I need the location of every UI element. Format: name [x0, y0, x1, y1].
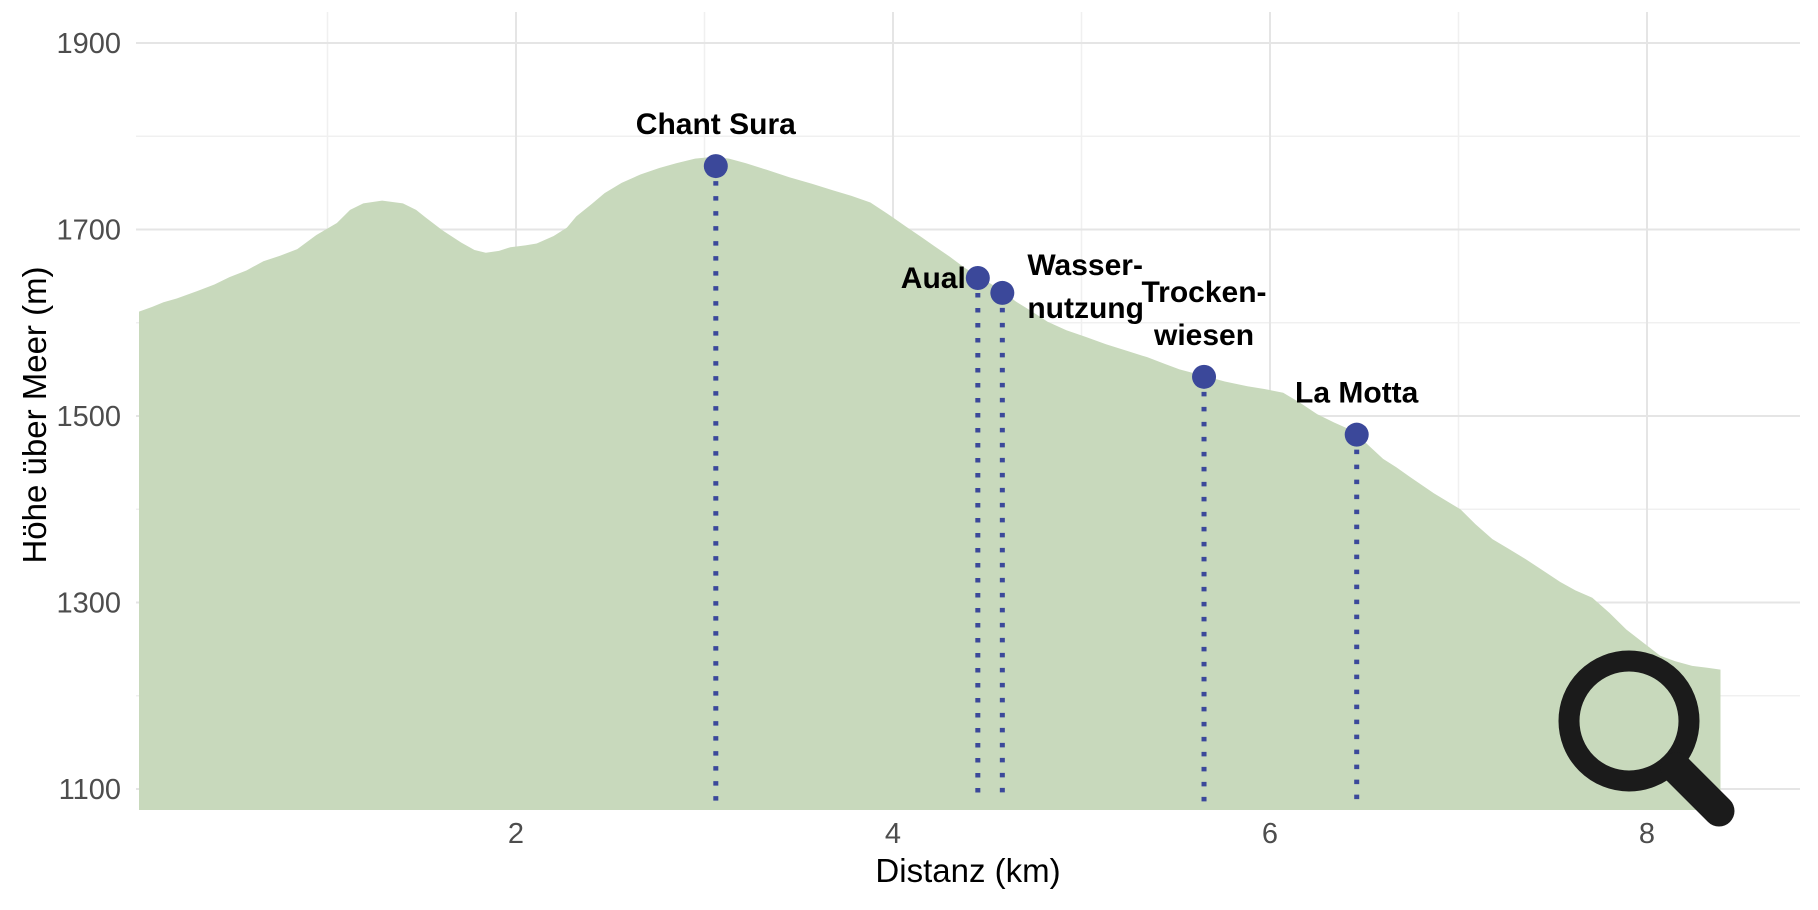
- waypoint-trockenwiesen: Trocken-wiesen: [1142, 276, 1267, 802]
- elevation-area: [139, 156, 1721, 811]
- x-tick-label: 8: [1639, 818, 1655, 850]
- waypoint-label: Trocken-: [1142, 276, 1267, 309]
- x-tick-label: 6: [1262, 818, 1278, 850]
- y-tick-label: 1300: [56, 588, 121, 620]
- y-tick-label: 1500: [56, 401, 121, 433]
- waypoint-aual: Aual: [901, 262, 990, 802]
- waypoint-point: [1192, 364, 1217, 389]
- y-axis-title: Höhe über Meer (m): [16, 266, 53, 563]
- waypoint-label: Aual: [901, 262, 966, 295]
- axis-tick-labels: 1100 1300 1500 1700 1900 2 4 6 8: [56, 28, 1655, 850]
- magnifier-handle: [1660, 752, 1735, 827]
- magnifier-icon[interactable]: [1558, 650, 1735, 827]
- x-axis-title: Distanz (km): [875, 852, 1060, 889]
- waypoint-label: Chant Sura: [636, 108, 796, 141]
- waypoint-label: nutzung: [1027, 292, 1144, 325]
- magnifier-lens: [1558, 650, 1700, 792]
- waypoint-label: wiesen: [1153, 319, 1254, 352]
- waypoint-chant-sura: Chant Sura: [636, 108, 796, 802]
- waypoint-wassernutzung: Wasser-nutzung: [990, 249, 1144, 802]
- y-tick-label: 1900: [56, 28, 121, 60]
- waypoint-label: La Motta: [1295, 377, 1419, 410]
- y-tick-label: 1700: [56, 215, 121, 247]
- waypoint-point: [1344, 422, 1369, 447]
- waypoint-point: [965, 265, 990, 290]
- x-tick-label: 2: [508, 818, 524, 850]
- waypoint-label: Wasser-: [1027, 249, 1143, 282]
- x-tick-label: 4: [885, 818, 901, 850]
- waypoint-point: [990, 280, 1015, 305]
- elevation-area-polygon: [139, 156, 1721, 811]
- waypoint-point: [703, 154, 728, 179]
- waypoint-markers: Chant Sura Aual Wasser-nutzungTrocken-wies…: [636, 108, 1419, 802]
- waypoint-la-motta: La Motta: [1295, 377, 1419, 802]
- y-tick-label: 1100: [59, 774, 121, 806]
